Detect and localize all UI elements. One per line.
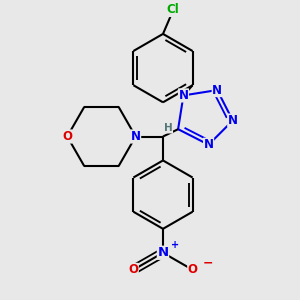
Text: H: H xyxy=(164,123,172,133)
Text: N: N xyxy=(178,89,188,102)
Text: −: − xyxy=(203,256,214,269)
Text: N: N xyxy=(212,84,222,97)
Text: N: N xyxy=(204,138,214,151)
Text: +: + xyxy=(170,240,178,250)
Text: N: N xyxy=(158,246,169,259)
Text: O: O xyxy=(128,263,138,276)
Text: Cl: Cl xyxy=(167,4,180,16)
Text: O: O xyxy=(62,130,72,143)
Text: N: N xyxy=(228,114,238,127)
Text: N: N xyxy=(130,130,141,143)
Text: O: O xyxy=(188,263,198,276)
